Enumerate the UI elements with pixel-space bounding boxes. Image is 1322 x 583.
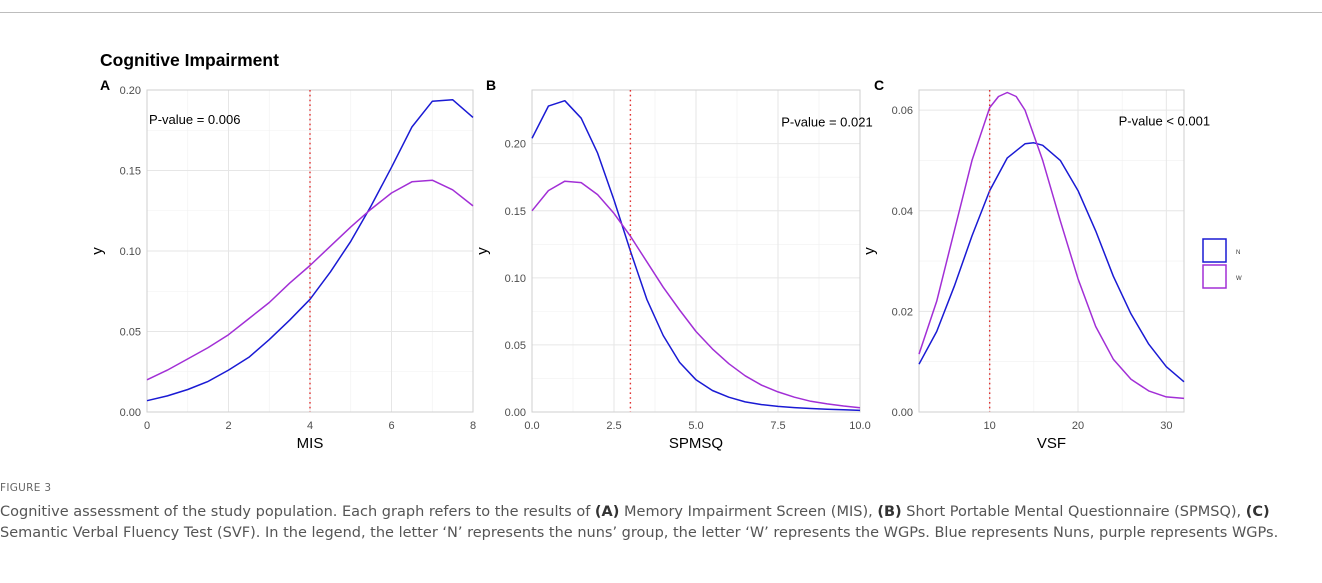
y-tick-label: 0.00 bbox=[120, 407, 141, 419]
y-tick-label: 0.00 bbox=[892, 407, 913, 419]
x-tick-label: 5.0 bbox=[688, 420, 703, 432]
x-tick-label: 10.0 bbox=[849, 420, 870, 432]
caption-fragment: Short Portable Mental Questionnaire (SPM… bbox=[901, 504, 1246, 520]
panel-border bbox=[918, 89, 1185, 413]
caption-label: FIGURE 3 bbox=[0, 482, 52, 494]
y-axis-label: y bbox=[89, 247, 106, 255]
y-axis-label: y bbox=[861, 247, 878, 255]
x-axis-label: MIS bbox=[297, 435, 324, 452]
caption-fragment: Memory Impairment Screen (MIS), bbox=[619, 504, 878, 520]
caption-fragment: (B) bbox=[877, 504, 902, 520]
x-tick-label: 0 bbox=[144, 420, 150, 432]
y-tick-label: 0.20 bbox=[505, 139, 526, 151]
x-tick-label: 8 bbox=[470, 420, 476, 432]
caption-fragment: Cognitive assessment of the study popula… bbox=[0, 504, 595, 520]
legend-label-W: W bbox=[1236, 276, 1242, 282]
figure-caption: FIGURE 3 Cognitive assessment of the stu… bbox=[0, 478, 1310, 544]
series-line-W bbox=[531, 180, 861, 409]
top-divider bbox=[0, 12, 1322, 13]
x-tick-label: 30 bbox=[1160, 420, 1172, 432]
y-tick-label: 0.02 bbox=[892, 306, 913, 318]
panel-border bbox=[531, 89, 861, 413]
caption-fragment: Semantic Verbal Fluency Test (SVF). In t… bbox=[0, 525, 1279, 541]
x-tick-label: 2 bbox=[225, 420, 231, 432]
legend-key-W bbox=[1202, 264, 1227, 289]
x-tick-label: 2.5 bbox=[606, 420, 621, 432]
x-tick-label: 4 bbox=[307, 420, 313, 432]
p-value-annotation: P-value = 0.006 bbox=[149, 112, 240, 127]
series-line-N bbox=[146, 98, 474, 402]
p-value-annotation: P-value = 0.021 bbox=[781, 115, 872, 130]
y-tick-label: 0.15 bbox=[505, 206, 526, 218]
x-tick-label: 7.5 bbox=[770, 420, 785, 432]
series-line-W bbox=[918, 91, 1185, 400]
y-tick-label: 0.20 bbox=[120, 85, 141, 97]
x-tick-label: 10 bbox=[984, 420, 996, 432]
y-tick-label: 0.15 bbox=[120, 166, 141, 178]
y-tick-label: 0.04 bbox=[892, 206, 913, 218]
y-axis-label: y bbox=[474, 247, 491, 255]
x-tick-label: 20 bbox=[1072, 420, 1084, 432]
figure-super-title: Cognitive Impairment bbox=[100, 50, 279, 70]
legend-label-N: N bbox=[1236, 250, 1240, 256]
x-tick-label: 0.0 bbox=[524, 420, 539, 432]
y-tick-label: 0.00 bbox=[505, 407, 526, 419]
series-line-W bbox=[146, 179, 474, 381]
y-tick-label: 0.05 bbox=[120, 327, 141, 339]
y-tick-label: 0.06 bbox=[892, 105, 913, 117]
x-axis-label: VSF bbox=[1037, 435, 1066, 452]
panel-label: B bbox=[486, 77, 496, 93]
x-axis-label: SPMSQ bbox=[669, 435, 723, 452]
caption-text: Cognitive assessment of the study popula… bbox=[0, 504, 1278, 541]
figure-plots: Cognitive Impairment 0.000.050.100.150.2… bbox=[89, 50, 1242, 452]
panel-label: C bbox=[874, 77, 884, 93]
series-line-N bbox=[531, 99, 861, 412]
series-line-N bbox=[918, 142, 1185, 383]
x-tick-label: 6 bbox=[388, 420, 394, 432]
legend-key-N bbox=[1202, 238, 1227, 263]
caption-fragment: (C) bbox=[1245, 504, 1270, 520]
p-value-annotation: P-value < 0.001 bbox=[1119, 114, 1210, 129]
y-tick-label: 0.05 bbox=[505, 340, 526, 352]
y-tick-label: 0.10 bbox=[120, 246, 141, 258]
y-tick-label: 0.10 bbox=[505, 273, 526, 285]
caption-fragment: (A) bbox=[594, 504, 620, 520]
panel-label: A bbox=[100, 77, 110, 93]
